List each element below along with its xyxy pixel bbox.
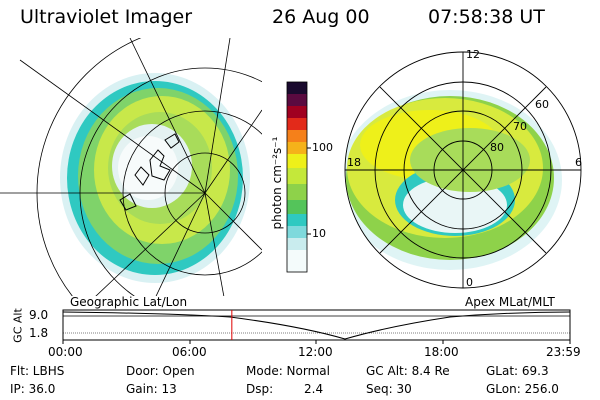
- info-gc-alt: GC Alt: 8.4 Re: [366, 364, 450, 378]
- info-filter: Flt: LBHS: [10, 364, 65, 378]
- apex-caption: Apex MLat/MLT: [465, 295, 555, 309]
- timeline-ytick-9: 9.0: [29, 308, 49, 322]
- info-glat: GLat: 69.3: [486, 364, 549, 378]
- info-dsp-label: Dsp:: [246, 382, 274, 396]
- colorbar-tick-10: 10: [312, 227, 326, 240]
- timeline-ytick-1-8: 1.8: [29, 326, 49, 340]
- mlat-label-60: 60: [535, 98, 549, 111]
- mlat-label-80: 80: [490, 141, 504, 154]
- info-seq: Seq: 30: [366, 382, 412, 396]
- timeline-xtick-2359: 23:59: [546, 345, 581, 359]
- observation-date: 26 Aug 00: [272, 6, 370, 28]
- timeline-xtick-0000: 00:00: [48, 345, 83, 359]
- geographic-caption: Geographic Lat/Lon: [70, 295, 188, 309]
- timeline-xtick-0600: 06:00: [172, 345, 207, 359]
- observation-time: 07:58:38 UT: [428, 6, 545, 28]
- instrument-title: Ultraviolet Imager: [20, 6, 193, 28]
- mlt-label-18: 18: [347, 156, 361, 169]
- mlt-label-6: 6: [575, 156, 582, 169]
- timeline-xtick-1800: 18:00: [424, 345, 459, 359]
- info-ip: IP: 36.0: [10, 382, 56, 396]
- info-gain: Gain: 13: [126, 382, 177, 396]
- colorbar-tick-100: 100: [312, 141, 333, 154]
- info-door: Door: Open: [126, 364, 195, 378]
- geographic-auroral-image: [0, 38, 262, 296]
- intensity-colorbar: [286, 81, 311, 273]
- timeline-xtick-1200: 12:00: [298, 345, 333, 359]
- timeline-ylabel: GC Alt: [11, 308, 25, 343]
- mlt-label-12: 12: [466, 48, 480, 61]
- info-mode: Mode: Normal: [246, 364, 330, 378]
- mlt-label-0: 0: [466, 276, 473, 289]
- altitude-timeline: [62, 309, 571, 344]
- info-dsp-value: 2.4: [304, 382, 324, 396]
- colorbar-unit-label: photon cm⁻²s⁻¹: [270, 136, 284, 230]
- apex-auroral-image: [344, 51, 582, 289]
- info-glon: GLon: 256.0: [486, 382, 559, 396]
- mlat-label-70: 70: [513, 120, 527, 133]
